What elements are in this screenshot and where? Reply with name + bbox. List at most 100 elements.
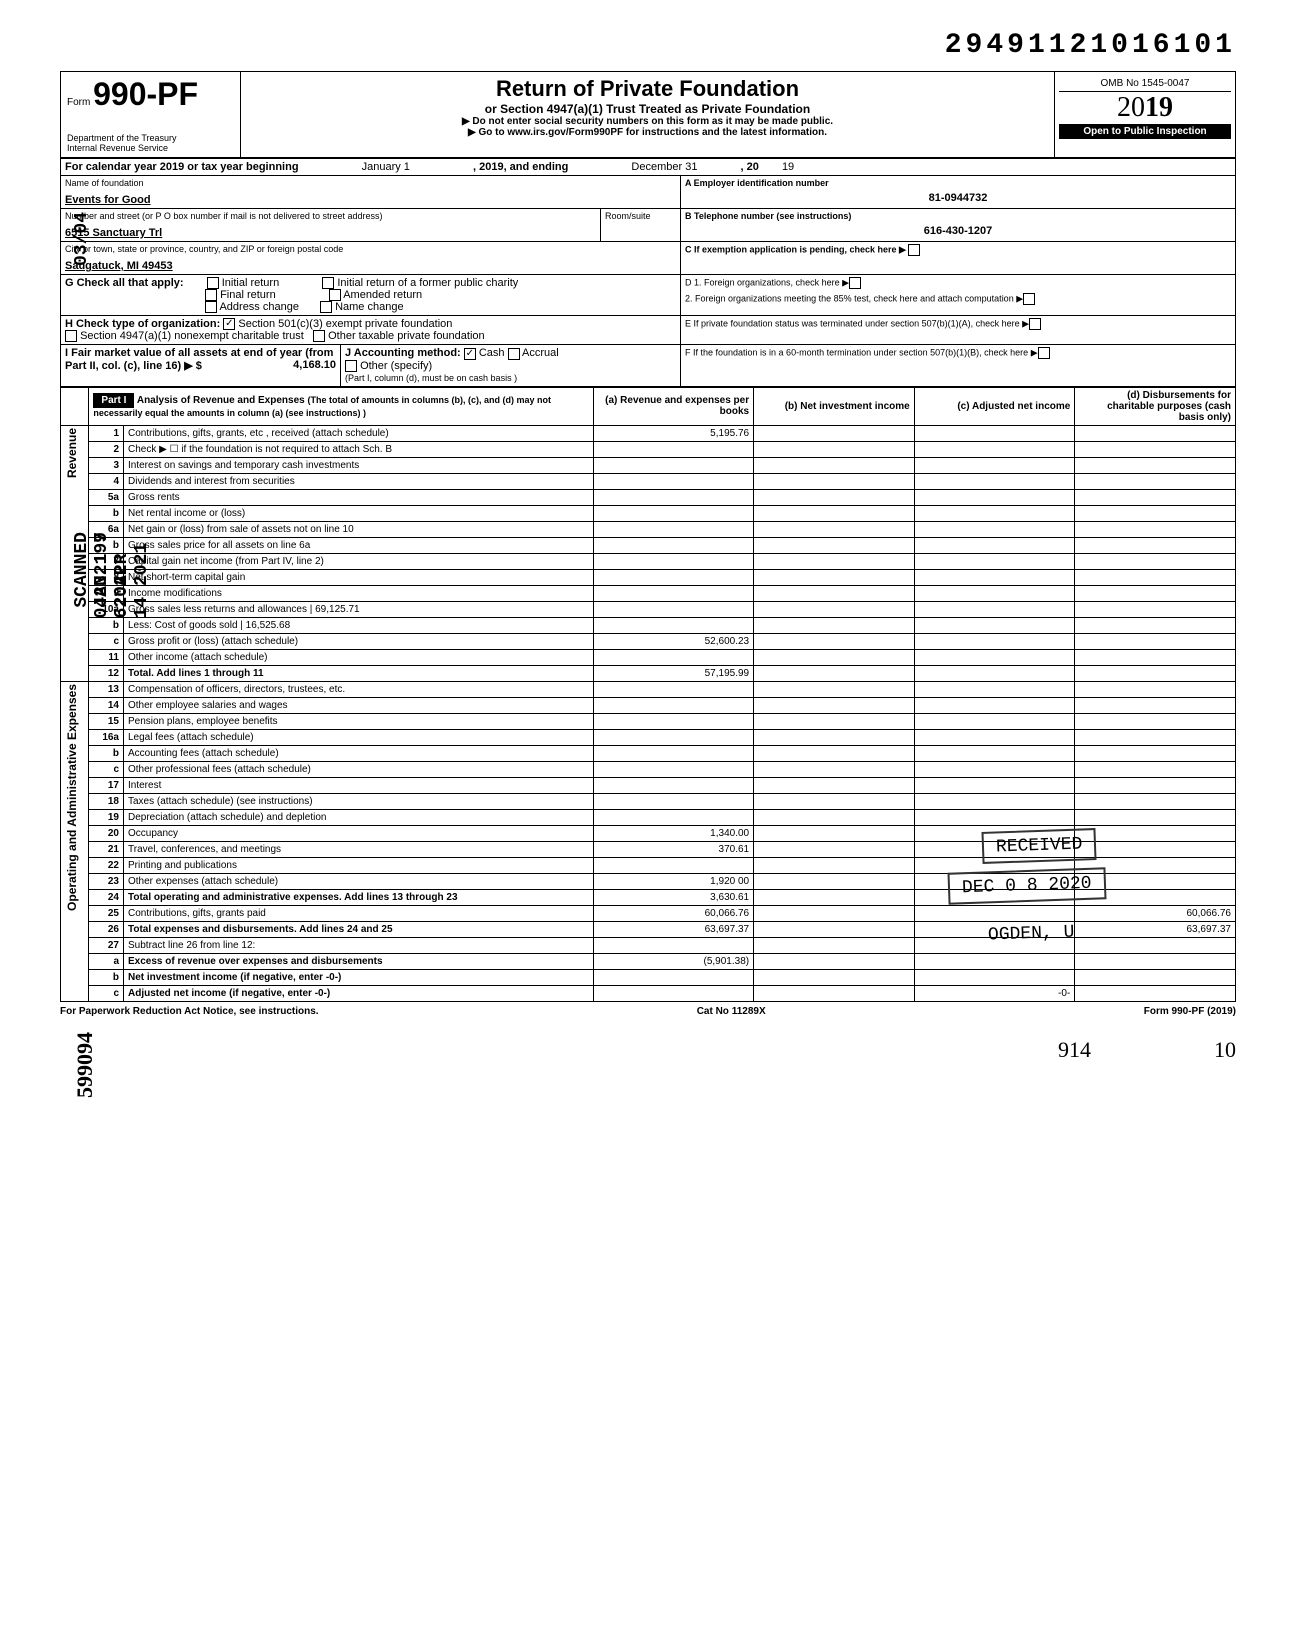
row-desc: Contributions, gifts, grants paid xyxy=(124,905,594,921)
row-desc: Total operating and administrative expen… xyxy=(124,889,594,905)
j-accrual-checkbox[interactable] xyxy=(508,348,520,360)
cell-b xyxy=(754,617,915,633)
cell-b xyxy=(754,985,915,1001)
row-desc: Pension plans, employee benefits xyxy=(124,713,594,729)
cell-c xyxy=(914,505,1075,521)
form-header: Form 990-PF Department of the Treasury I… xyxy=(60,71,1236,159)
cell-a xyxy=(593,857,754,873)
part1-table: Part I Analysis of Revenue and Expenses … xyxy=(60,387,1236,1002)
dept-treasury: Department of the Treasury xyxy=(67,133,234,143)
h-other-checkbox[interactable] xyxy=(313,330,325,342)
cell-b xyxy=(754,793,915,809)
tel-value: 616-430-1207 xyxy=(685,225,1231,237)
c-checkbox[interactable] xyxy=(908,244,920,256)
cell-b xyxy=(754,729,915,745)
cell-b xyxy=(754,553,915,569)
row-desc: Accounting fees (attach schedule) xyxy=(124,745,594,761)
h-501c3-checkbox[interactable] xyxy=(223,318,235,330)
table-row: cGross profit or (loss) (attach schedule… xyxy=(61,633,1236,649)
row-number: 26 xyxy=(89,921,124,937)
cell-d xyxy=(1075,953,1236,969)
g-amended-checkbox[interactable] xyxy=(329,289,341,301)
footer-right: Form 990-PF (2019) xyxy=(1144,1006,1236,1017)
row-desc: Contributions, gifts, grants, etc , rece… xyxy=(124,425,594,441)
form-subtitle: or Section 4947(a)(1) Trust Treated as P… xyxy=(249,102,1046,116)
col-a-header: (a) Revenue and expenses per books xyxy=(593,387,754,425)
d1-checkbox[interactable] xyxy=(849,277,861,289)
j-cash-checkbox[interactable] xyxy=(464,348,476,360)
table-row: 19Depreciation (attach schedule) and dep… xyxy=(61,809,1236,825)
col-d-header: (d) Disbursements for charitable purpose… xyxy=(1075,387,1236,425)
cell-c xyxy=(914,521,1075,537)
part1-header: Part I xyxy=(93,393,134,408)
cell-a xyxy=(593,969,754,985)
cell-b xyxy=(754,745,915,761)
margin-stamp-3: 04232197 62 APR 14 2021 xyxy=(92,532,152,618)
table-row: 7Capital gain net income (from Part IV, … xyxy=(61,553,1236,569)
d2-checkbox[interactable] xyxy=(1023,293,1035,305)
cell-a xyxy=(593,585,754,601)
g-address-checkbox[interactable] xyxy=(205,301,217,313)
cell-d xyxy=(1075,601,1236,617)
cell-a xyxy=(593,489,754,505)
omb-number: OMB No 1545-0047 xyxy=(1059,76,1231,92)
footer: For Paperwork Reduction Act Notice, see … xyxy=(60,1002,1236,1017)
cell-d xyxy=(1075,841,1236,857)
date-stamp: DEC 0 8 2020 xyxy=(948,867,1107,904)
g-initial-checkbox[interactable] xyxy=(207,277,219,289)
cal-year-yr: 19 xyxy=(782,161,794,173)
g-final-checkbox[interactable] xyxy=(205,289,217,301)
cell-c xyxy=(914,969,1075,985)
cell-a: 57,195.99 xyxy=(593,665,754,681)
table-row: 5aGross rents xyxy=(61,489,1236,505)
f-checkbox[interactable] xyxy=(1038,347,1050,359)
cell-d: 63,697.37 xyxy=(1075,921,1236,937)
cell-a xyxy=(593,761,754,777)
cell-b xyxy=(754,441,915,457)
document-number: 29491121016101 xyxy=(60,30,1236,61)
cell-d xyxy=(1075,809,1236,825)
row-number: b xyxy=(89,745,124,761)
cal-year-suffix: , 20 xyxy=(741,161,759,173)
row-number: 13 xyxy=(89,681,124,697)
row-number: 15 xyxy=(89,713,124,729)
cell-d xyxy=(1075,985,1236,1001)
row-desc: Other employee salaries and wages xyxy=(124,697,594,713)
cell-c xyxy=(914,601,1075,617)
cell-d xyxy=(1075,697,1236,713)
cell-b xyxy=(754,809,915,825)
cell-a xyxy=(593,985,754,1001)
cell-a xyxy=(593,793,754,809)
cell-d xyxy=(1075,521,1236,537)
table-row: 17Interest xyxy=(61,777,1236,793)
e-checkbox[interactable] xyxy=(1029,318,1041,330)
cell-b xyxy=(754,585,915,601)
cell-d xyxy=(1075,425,1236,441)
cell-c xyxy=(914,809,1075,825)
cell-b xyxy=(754,889,915,905)
row-desc: Printing and publications xyxy=(124,857,594,873)
cell-b xyxy=(754,457,915,473)
tax-year: 2019 xyxy=(1059,92,1231,124)
cell-d xyxy=(1075,505,1236,521)
row-desc: Dividends and interest from securities xyxy=(124,473,594,489)
h-4947-checkbox[interactable] xyxy=(65,330,77,342)
row-desc: Occupancy xyxy=(124,825,594,841)
cell-a: 1,920 00 xyxy=(593,873,754,889)
j-other-checkbox[interactable] xyxy=(345,360,357,372)
row-number: 4 xyxy=(89,473,124,489)
cell-b xyxy=(754,665,915,681)
table-row: 14Other employee salaries and wages xyxy=(61,697,1236,713)
g-former-checkbox[interactable] xyxy=(322,277,334,289)
row-desc: Adjusted net income (if negative, enter … xyxy=(124,985,594,1001)
col-b-header: (b) Net investment income xyxy=(754,387,915,425)
addr-label: Number and street (or P O box number if … xyxy=(65,211,596,221)
row-number: 24 xyxy=(89,889,124,905)
received-stamp: RECEIVED xyxy=(981,828,1096,864)
cell-a xyxy=(593,441,754,457)
g-name-checkbox[interactable] xyxy=(320,301,332,313)
cell-c xyxy=(914,441,1075,457)
cell-b xyxy=(754,537,915,553)
cell-c xyxy=(914,729,1075,745)
cell-c xyxy=(914,457,1075,473)
